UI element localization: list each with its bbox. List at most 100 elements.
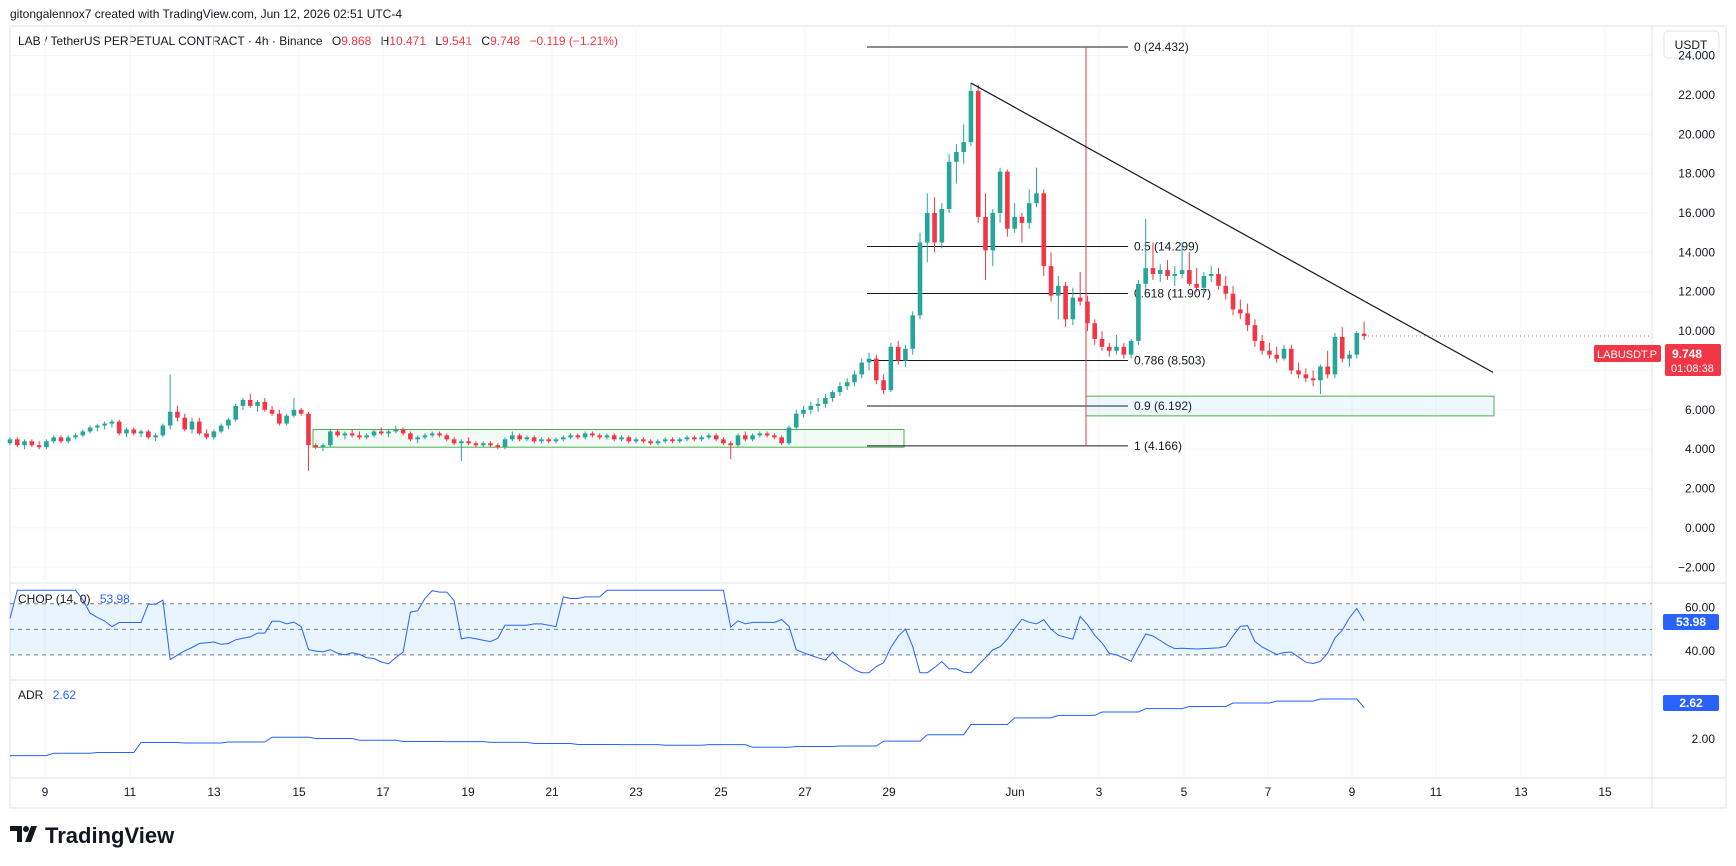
chop-line [9, 589, 1365, 674]
price-axis[interactable]: 24.000 22.000 20.000 18.000 16.000 14.000 12.0… [1678, 49, 1715, 575]
candle [837, 382, 843, 397]
candle [633, 437, 639, 444]
currency-button[interactable]: USDT [1663, 30, 1720, 59]
candle [22, 439, 27, 450]
candle [939, 203, 945, 249]
time-tick-label: 9 [1349, 785, 1356, 799]
price-tick-label: 24.000 [1678, 49, 1715, 63]
time-tick-label: 7 [1265, 785, 1272, 799]
candle [342, 431, 348, 440]
candle [240, 397, 246, 410]
candle [1354, 331, 1360, 359]
candle [757, 431, 763, 438]
tradingview-logo[interactable]: TradingView [10, 823, 175, 848]
candle [95, 423, 100, 432]
candle [1281, 344, 1287, 361]
candle [1252, 319, 1258, 347]
chop-tick-label: 60.00 [1685, 601, 1715, 615]
candle [175, 405, 180, 422]
candle [619, 435, 624, 442]
candle [1099, 331, 1105, 351]
candle [932, 197, 937, 253]
time-axis[interactable]: 9 11 13 15 17 19 21 23 25 27 29 Jun 3 5 7 9 11 13 15 [42, 785, 1612, 799]
candle [131, 427, 137, 436]
price-tick-label: 14.000 [1678, 245, 1715, 259]
candle [204, 429, 209, 440]
candle [109, 419, 115, 428]
candle [429, 431, 435, 438]
candle [1194, 268, 1199, 292]
candle [1347, 350, 1352, 367]
candle [830, 390, 835, 402]
candle [692, 435, 697, 442]
candle [546, 437, 552, 444]
candle [604, 433, 610, 440]
candle [1245, 303, 1250, 332]
candle [247, 394, 253, 408]
candle [1267, 342, 1272, 359]
candle [539, 437, 544, 444]
candle [568, 433, 573, 440]
adr-value-tag: 2.62 [1663, 695, 1719, 711]
candle [524, 435, 530, 442]
trendline[interactable] [970, 82, 1652, 373]
candle [1070, 287, 1076, 326]
candle [378, 427, 384, 436]
candle [1143, 218, 1148, 290]
legend-close: 9.748 [490, 34, 520, 48]
svg-text:53.98: 53.98 [1676, 615, 1706, 629]
candle [575, 433, 581, 440]
adr-line [10, 698, 1365, 757]
candle [517, 433, 522, 442]
candle [1056, 275, 1061, 320]
price-tag-price: 9.748 [1672, 347, 1702, 361]
candle [415, 435, 420, 444]
candle [721, 437, 726, 446]
candle [881, 374, 886, 395]
candle [393, 425, 399, 434]
candle [196, 417, 202, 436]
candle [87, 425, 93, 434]
candle [670, 437, 675, 444]
price-tick-label: 18.000 [1678, 167, 1715, 181]
candle [895, 340, 901, 365]
legend-low: 9.541 [442, 34, 472, 48]
candle [160, 423, 166, 438]
candle [859, 358, 865, 379]
adr-value: 2.62 [53, 688, 77, 702]
candle [480, 441, 486, 448]
time-tick-label: 15 [1598, 785, 1612, 799]
candle [357, 431, 362, 440]
legend-change: −0.119 (−1.21%) [529, 34, 618, 48]
tv-logo-icon [10, 826, 37, 842]
candle [801, 405, 806, 418]
candle [553, 437, 559, 444]
candle [611, 433, 617, 442]
candle [349, 429, 355, 438]
candle [946, 153, 952, 213]
candle [1157, 264, 1163, 282]
time-tick-label: 11 [1430, 785, 1443, 799]
candle [1114, 335, 1119, 355]
price-tick-label: 4.000 [1685, 442, 1715, 456]
candle [815, 397, 821, 412]
candle [983, 193, 988, 280]
fib-0.9-zone[interactable] [1085, 395, 1495, 417]
candle [371, 429, 377, 438]
candle [772, 433, 777, 440]
svg-text:2.62: 2.62 [1679, 696, 1703, 710]
time-tick-label: 17 [376, 785, 390, 799]
time-tick-label: 9 [42, 785, 49, 799]
candle [167, 374, 173, 430]
fibonacci-retracement[interactable]: 0 (24.432) 0.5 (14.299) 0.618 (11.907) 0.78… [867, 40, 1495, 453]
candle [189, 417, 195, 434]
time-tick-label: 5 [1181, 785, 1188, 799]
candle [218, 423, 224, 434]
candle [1187, 252, 1192, 286]
chop-value-tag: 53.98 [1663, 614, 1719, 630]
candle [1041, 189, 1047, 276]
time-tick-label: 13 [1514, 785, 1528, 799]
price-tick-label: 0.000 [1685, 521, 1715, 535]
price-tick-label: 22.000 [1678, 88, 1715, 102]
chart-frame [9, 25, 1727, 809]
